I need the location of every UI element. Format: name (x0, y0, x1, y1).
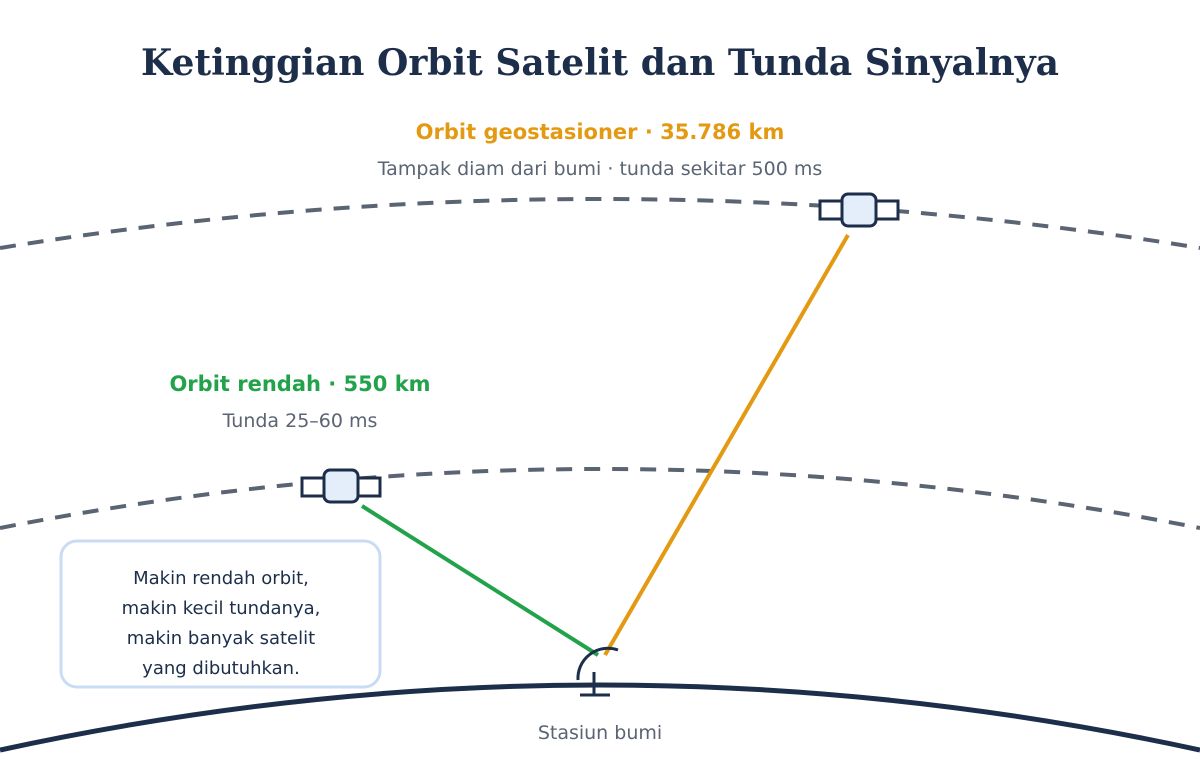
title: Ketinggian Orbit Satelit dan Tunda Sinya… (141, 42, 1059, 84)
ground-label: Stasiun bumi (538, 722, 662, 744)
leo-description: Tunda 25–60 ms (222, 410, 378, 432)
earth (0, 682, 1200, 753)
leo-label: Orbit rendah · 550 km (169, 372, 430, 396)
leo-link (360, 504, 600, 657)
note-line: makin kecil tundanya, (122, 598, 321, 619)
note-box (59, 539, 382, 689)
geo-satellite (818, 192, 900, 228)
dish (576, 646, 619, 697)
geo-label: Orbit geostasioner · 35.786 km (416, 120, 785, 144)
note-line: Makin rendah orbit, (133, 568, 309, 589)
leo-orbit (0, 467, 1200, 530)
leo-satellite (300, 468, 382, 504)
note-line: yang dibutuhkan. (142, 658, 300, 679)
geo-orbit (0, 197, 1200, 250)
geo-description: Tampak diam dari bumi · tunda sekitar 50… (377, 158, 823, 180)
note-line: makin banyak satelit (127, 628, 315, 649)
geo-link (603, 233, 850, 657)
